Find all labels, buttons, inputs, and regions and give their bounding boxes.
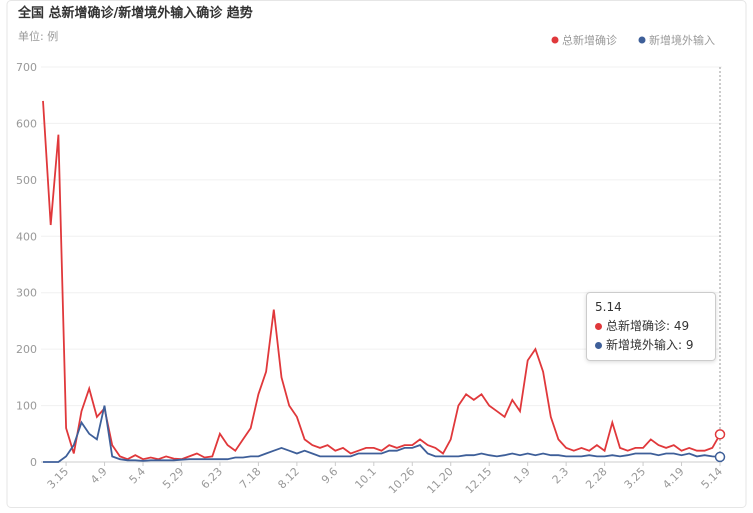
- y-tick-label: 200: [16, 343, 37, 356]
- tooltip-title: 5.14: [595, 300, 622, 314]
- end-point: [714, 429, 726, 440]
- legend-dot: [551, 36, 559, 44]
- tooltip-row: 新增境外输入: 9: [595, 336, 707, 355]
- tooltip-name: 总新增确诊: [606, 319, 667, 333]
- tooltip-dot: [595, 342, 602, 349]
- tooltip-dot: [595, 323, 602, 330]
- y-tick-label: 300: [16, 287, 37, 300]
- tooltip-name: 新增境外输入: [606, 338, 679, 352]
- chart-title: 全国 总新增确诊/新增境外输入确诊 趋势: [17, 5, 253, 21]
- y-tick-label: 600: [16, 117, 37, 130]
- tooltip-row: 总新增确诊: 49: [595, 317, 707, 336]
- tooltip-value: 49: [673, 319, 690, 333]
- tooltip: 5.14 总新增确诊: 49 新增境外输入: 9: [586, 292, 716, 361]
- tooltip-value: 9: [685, 338, 694, 352]
- y-tick-label: 100: [16, 400, 37, 413]
- y-tick-label: 500: [16, 174, 37, 187]
- chart-subtitle: 单位: 例: [18, 29, 58, 43]
- y-tick-label: 0: [30, 456, 37, 469]
- series-line: [42, 100, 721, 461]
- legend-dot: [638, 36, 646, 44]
- card: [6, 0, 747, 508]
- y-tick-label: 700: [16, 61, 37, 74]
- legend-label: 新增境外输入: [649, 33, 715, 47]
- legend-label: 总新增确诊: [562, 33, 617, 47]
- y-tick-label: 400: [16, 230, 37, 243]
- series-line: [43, 405, 721, 463]
- end-point: [714, 451, 726, 463]
